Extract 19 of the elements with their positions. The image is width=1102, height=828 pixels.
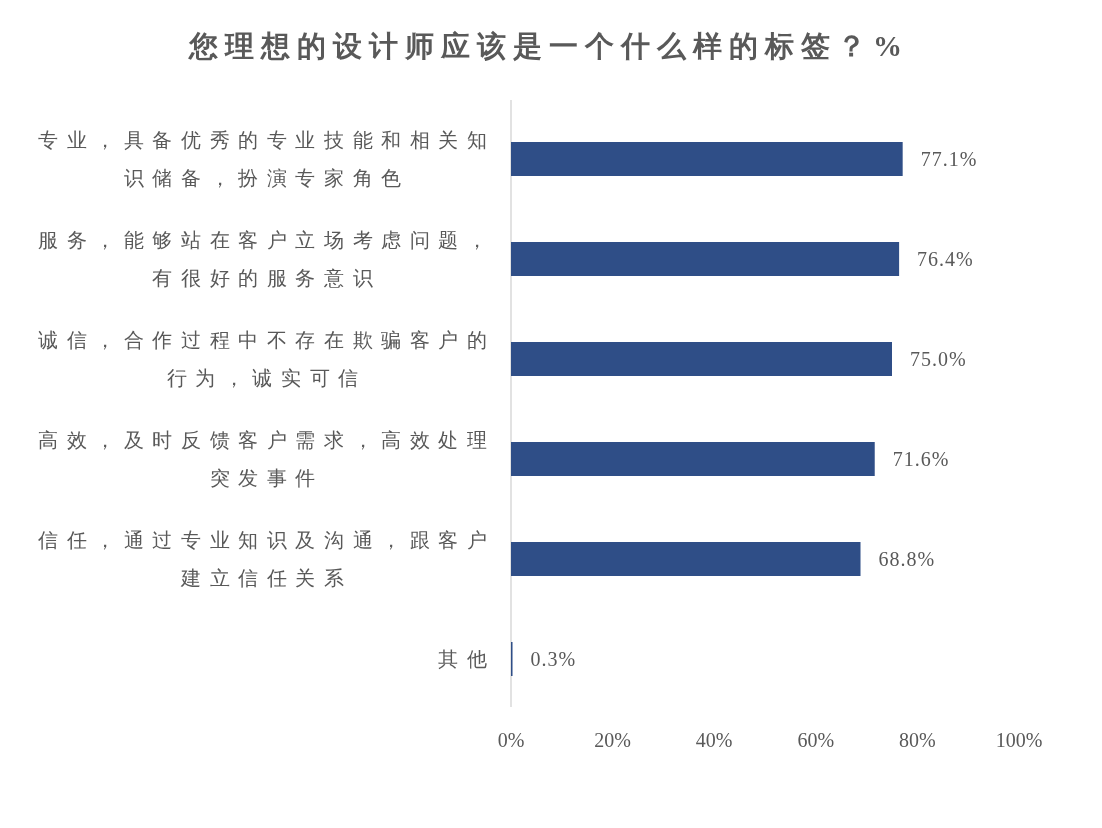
category-label: 信任，通过专业知识及沟通，跟客户建立信任关系 — [38, 529, 496, 589]
data-label: 76.4% — [917, 248, 974, 270]
data-label: 75.0% — [910, 348, 967, 370]
category-label: 服务，能够站在客户立场考虑问题，有很好的服务意识 — [38, 229, 496, 289]
title: 您理想的设计师应该是一个什么样的标签？% — [189, 30, 909, 62]
data-label: 77.1% — [920, 148, 978, 170]
category-label: 诚信，合作过程中不存在欺骗客户的行为，诚实可信 — [38, 329, 496, 389]
tick-label: 100% — [995, 729, 1043, 751]
data-label: 71.6% — [892, 448, 950, 470]
tick-label: 20% — [594, 729, 631, 751]
tick-label: 80% — [899, 729, 936, 751]
category-label: 高效，及时反馈客户需求，高效处理突发事件 — [38, 429, 496, 489]
tick-label: 40% — [695, 729, 733, 751]
category-label: 其他 — [438, 648, 496, 670]
tick-label: 60% — [797, 729, 835, 751]
data-label: 0.3% — [530, 648, 577, 670]
category-label: 专业，具备优秀的专业技能和相关知识储备，扮演专家角色 — [38, 129, 496, 189]
tick-label: 0% — [497, 729, 525, 751]
data-label: 68.8% — [878, 548, 936, 570]
